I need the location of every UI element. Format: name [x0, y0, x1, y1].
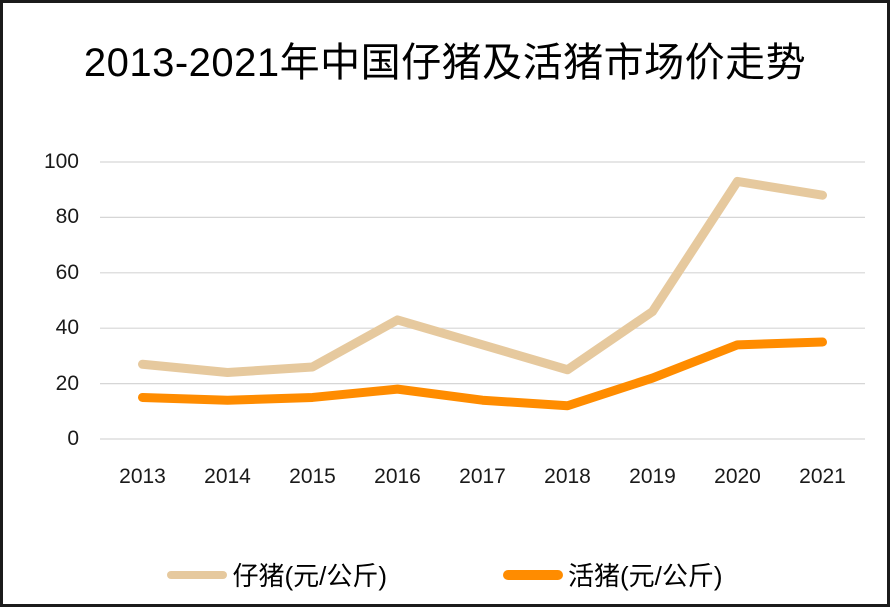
legend-label-piglet: 仔猪(元/公斤): [232, 561, 387, 591]
x-tick-label: 2021: [799, 465, 846, 488]
y-tick-label: 60: [55, 260, 79, 284]
line-plot: [100, 161, 865, 440]
x-tick-label: 2019: [629, 465, 676, 488]
piglet-line: [138, 176, 827, 378]
y-tick-label: 100: [43, 150, 79, 173]
x-tick-label: 2013: [119, 465, 166, 488]
legend-item-live-hog: 活猪(元/公斤): [503, 556, 723, 593]
piglet-line-swatch: [167, 570, 228, 579]
x-tick-label: 2015: [289, 465, 336, 488]
x-tick-label: 2018: [544, 465, 591, 488]
y-tick-label: 40: [55, 316, 79, 340]
y-tick-label: 0: [67, 427, 79, 450]
x-tick-label: 2014: [204, 465, 251, 488]
legend-label-live-hog: 活猪(元/公斤): [568, 561, 723, 591]
legend: 仔猪(元/公斤) 活猪(元/公斤): [3, 556, 887, 593]
legend-item-piglet: 仔猪(元/公斤): [167, 556, 387, 593]
x-tick-label: 2016: [374, 465, 421, 488]
y-tick-label: 20: [55, 371, 79, 395]
x-tick-label: 2020: [714, 465, 761, 488]
y-tick-label: 80: [55, 205, 79, 229]
live-hog-line-swatch: [503, 569, 563, 580]
chart-title: 2013-2021年中国仔猪及活猪市场价走势: [83, 41, 807, 85]
live-hog-line: [138, 337, 827, 411]
x-tick-label: 2017: [459, 465, 506, 488]
